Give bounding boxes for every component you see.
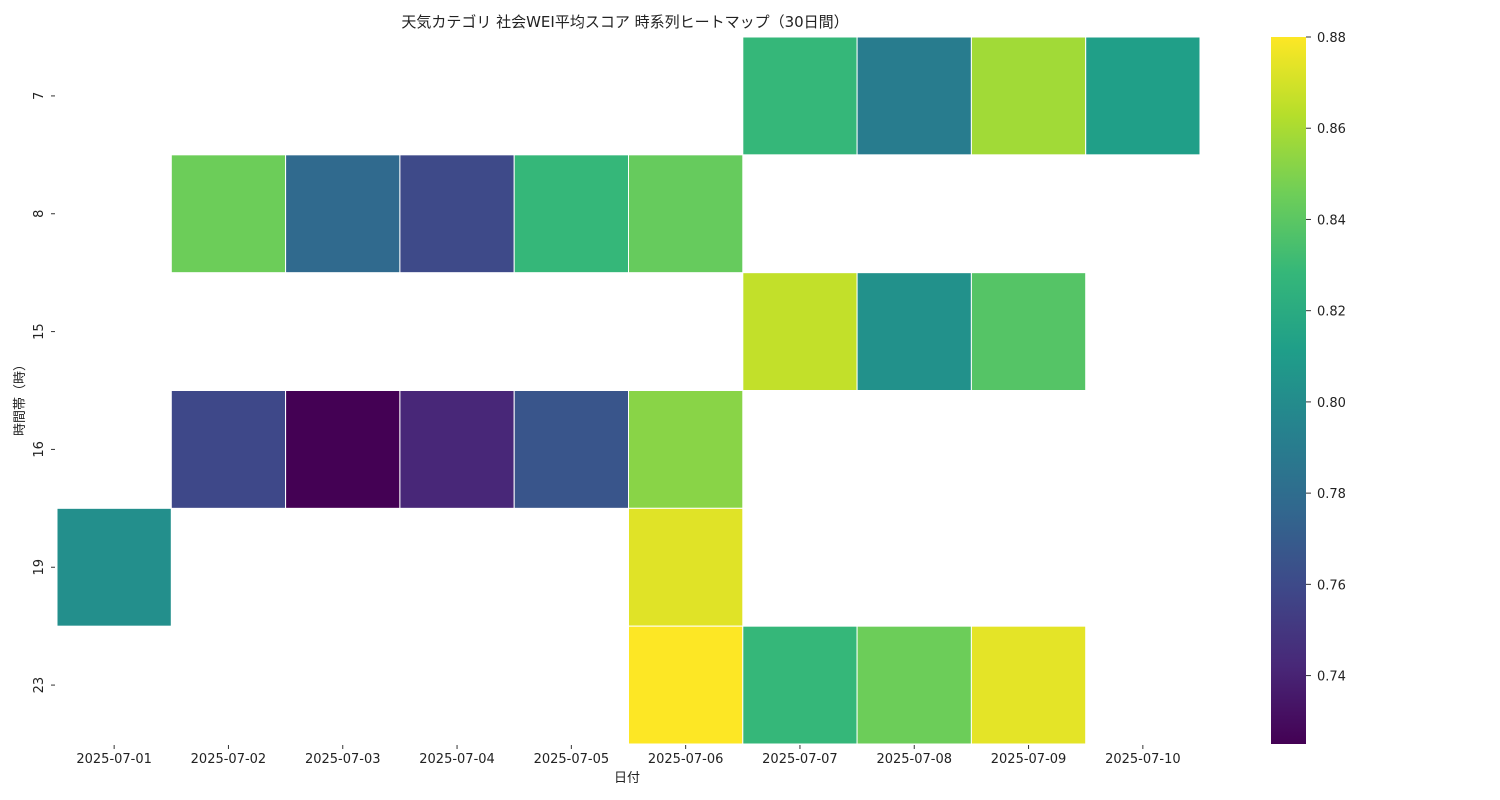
- y-tick-label: 8: [32, 210, 47, 218]
- heatmap-cell: [742, 625, 858, 745]
- heatmap-cell: [856, 625, 972, 745]
- x-tick-label: 2025-07-04: [419, 752, 495, 767]
- colorbar-tick-label: 0.78: [1317, 487, 1346, 502]
- colorbar-ticks: 0.74 0.76 0.78 0.80 0.82 0.84 0.86 0.88: [1306, 31, 1346, 685]
- heatmap-cell: [742, 36, 858, 156]
- heatmap-cell: [399, 390, 515, 509]
- colorbar-tick-label: 0.84: [1317, 213, 1346, 228]
- y-tick-label: 7: [32, 92, 47, 100]
- x-tick-label: 2025-07-10: [1105, 752, 1181, 767]
- heatmap-cell: [513, 390, 630, 509]
- x-axis-label: 日付: [614, 771, 640, 786]
- heatmap-cell: [628, 625, 744, 745]
- heatmap-cell: [628, 390, 744, 509]
- colorbar-tick-label: 0.86: [1317, 122, 1346, 137]
- y-tick-label: 23: [32, 677, 47, 694]
- heatmap-cell: [970, 272, 1087, 391]
- y-tick-label: 15: [32, 323, 47, 340]
- colorbar-tick-label: 0.80: [1317, 396, 1346, 411]
- heatmap-cells: [56, 36, 1201, 745]
- x-tick-label: 2025-07-09: [991, 752, 1067, 767]
- x-tick-label: 2025-07-03: [305, 752, 381, 767]
- x-tick-label: 2025-07-08: [876, 752, 952, 767]
- heatmap-cell: [285, 154, 401, 274]
- heatmap-cell: [285, 390, 401, 509]
- y-axis-ticks: 7 8 15 16 19 23: [32, 92, 55, 694]
- heatmap-cell: [970, 625, 1087, 745]
- heatmap-cell: [170, 154, 287, 274]
- x-tick-label: 2025-07-05: [534, 752, 610, 767]
- colorbar-tick-label: 0.82: [1317, 305, 1346, 320]
- x-tick-label: 2025-07-01: [76, 752, 152, 767]
- heatmap-cell: [856, 272, 972, 391]
- y-axis-label: 時間帯（時）: [13, 358, 28, 436]
- heatmap-cell: [170, 390, 287, 509]
- colorbar-tick-label: 0.88: [1317, 31, 1346, 46]
- chart-title: 天気カテゴリ 社会WEI平均スコア 時系列ヒートマップ（30日間）: [401, 13, 848, 31]
- colorbar-tick-label: 0.74: [1317, 670, 1346, 685]
- colorbar: [1271, 37, 1306, 744]
- x-tick-label: 2025-07-02: [191, 752, 267, 767]
- x-tick-label: 2025-07-06: [648, 752, 724, 767]
- x-tick-label: 2025-07-07: [762, 752, 838, 767]
- heatmap-cell: [856, 36, 972, 156]
- heatmap-cell: [399, 154, 515, 274]
- y-tick-label: 16: [32, 441, 47, 458]
- y-tick-label: 19: [32, 559, 47, 576]
- heatmap-cell: [56, 507, 172, 627]
- heatmap-cell: [513, 154, 630, 274]
- heatmap-cell: [628, 154, 744, 274]
- heatmap-cell: [1085, 36, 1201, 156]
- x-axis-ticks: 2025-07-01 2025-07-02 2025-07-03 2025-07-04…: [76, 745, 1181, 767]
- colorbar-tick-label: 0.76: [1317, 578, 1346, 593]
- heatmap-cell: [628, 507, 744, 627]
- heatmap-cell: [970, 36, 1087, 156]
- heatmap-cell: [742, 272, 858, 391]
